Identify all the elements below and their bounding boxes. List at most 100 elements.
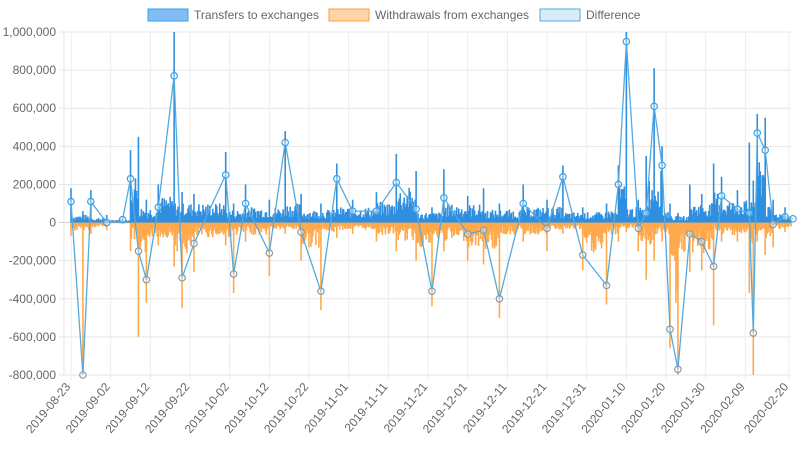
withdrawal-bar xyxy=(594,222,597,250)
transfer-bar xyxy=(102,217,105,223)
transfer-bar xyxy=(665,213,667,223)
withdrawal-bar xyxy=(501,222,504,226)
withdrawal-bar xyxy=(360,222,363,226)
y-axis: 1,000,000 800,000 600,000 400,000 200,000 0 -2… xyxy=(3,25,57,382)
legend-item-transfers[interactable]: Transfers to exchanges xyxy=(147,8,319,22)
withdrawal-bar xyxy=(654,222,656,235)
transfer-bar xyxy=(337,213,340,223)
transfer-bar xyxy=(374,211,377,223)
transfer-bar xyxy=(514,216,517,223)
withdrawal-bar xyxy=(183,222,185,241)
withdrawal-bar xyxy=(726,222,729,231)
transfer-bar xyxy=(698,213,701,223)
transfer-bar xyxy=(473,210,476,223)
difference-point xyxy=(697,237,706,246)
transfer-bar xyxy=(617,165,620,223)
transfer-bar xyxy=(301,215,303,223)
transfer-bar xyxy=(457,208,460,223)
withdrawal-bar xyxy=(341,222,344,231)
transfer-bar xyxy=(480,214,483,223)
transfer-bar xyxy=(134,178,137,223)
transfer-bar xyxy=(316,212,318,223)
withdrawal-bar xyxy=(304,222,306,241)
withdrawal-bar xyxy=(758,222,761,229)
withdrawal-bar xyxy=(761,222,764,230)
withdrawal-bar xyxy=(577,222,580,225)
withdrawal-bar xyxy=(192,222,194,237)
withdrawal-bar xyxy=(316,222,318,229)
transfer-bar xyxy=(598,212,601,223)
withdrawal-bar xyxy=(273,222,276,228)
withdrawal-bar xyxy=(193,222,195,273)
transfer-bar xyxy=(211,215,213,223)
withdrawal-bar xyxy=(747,222,750,227)
withdrawal-bar xyxy=(676,222,678,290)
transfer-bar xyxy=(591,215,594,223)
transfer-bar xyxy=(769,210,771,223)
transfer-bar xyxy=(393,206,396,223)
withdrawal-bar xyxy=(387,222,390,234)
withdrawal-bar xyxy=(609,222,612,228)
transfer-bar xyxy=(118,221,121,223)
withdrawal-bar xyxy=(176,222,178,252)
withdrawal-bar xyxy=(455,222,458,235)
withdrawal-bar xyxy=(196,222,198,235)
transfer-bar xyxy=(768,206,770,223)
withdrawal-bar xyxy=(406,222,408,240)
legend-item-withdrawals[interactable]: Withdrawals from exchanges xyxy=(328,8,529,22)
withdrawal-bar xyxy=(661,222,663,242)
withdrawal-bar xyxy=(311,222,313,243)
difference-point xyxy=(519,199,528,208)
transfer-bar xyxy=(486,211,489,223)
transfer-bar xyxy=(304,215,306,223)
difference-point xyxy=(642,209,650,217)
withdrawal-bar xyxy=(470,222,473,246)
difference-point xyxy=(134,247,143,255)
transfer-bar xyxy=(412,201,414,223)
withdrawal-bar xyxy=(256,222,259,227)
legend-item-difference[interactable]: Difference xyxy=(539,8,641,22)
transfer-bar xyxy=(141,216,144,223)
withdrawal-bar xyxy=(770,222,772,231)
withdrawal-bar xyxy=(231,222,234,231)
withdrawal-bar xyxy=(173,222,175,267)
withdrawal-bar xyxy=(467,222,470,248)
transfer-bar xyxy=(462,213,465,223)
transfer-bar xyxy=(283,215,286,223)
transfer-bar xyxy=(428,214,430,223)
withdrawal-bar xyxy=(125,222,128,224)
transfer-bar xyxy=(605,203,608,223)
transfer-bar xyxy=(607,211,610,223)
transfer-bar xyxy=(165,200,168,223)
transfer-bar xyxy=(402,202,405,223)
withdrawal-bar xyxy=(422,222,424,244)
withdrawal-bar xyxy=(295,222,297,229)
withdrawal-bar xyxy=(146,222,149,235)
transfer-bar xyxy=(427,218,429,223)
withdrawal-bar xyxy=(630,222,633,225)
withdrawal-bar xyxy=(396,222,399,232)
withdrawal-bar xyxy=(314,222,316,230)
transfer-bar xyxy=(770,208,772,223)
transfer-bar xyxy=(292,216,294,223)
withdrawal-bar xyxy=(405,222,407,233)
withdrawal-bar xyxy=(750,222,753,239)
withdrawal-bar xyxy=(263,222,266,229)
withdrawal-bar xyxy=(417,222,419,242)
transfer-bar xyxy=(625,32,628,223)
transfer-bar xyxy=(376,203,379,223)
withdrawal-bar xyxy=(298,222,300,229)
withdrawal-bar xyxy=(537,222,539,235)
transfer-bar xyxy=(233,216,236,223)
transfer-bar xyxy=(411,197,413,223)
transfer-bar xyxy=(713,192,716,223)
withdrawal-bar xyxy=(309,222,311,234)
transfer-bar xyxy=(788,219,790,223)
transfer-bar xyxy=(459,212,462,223)
withdrawal-bar xyxy=(214,222,217,234)
withdrawal-bar xyxy=(736,222,739,242)
withdrawal-bar xyxy=(639,222,642,235)
withdrawal-bar xyxy=(655,222,657,229)
difference-point xyxy=(126,174,135,183)
withdrawal-bar xyxy=(118,222,121,224)
